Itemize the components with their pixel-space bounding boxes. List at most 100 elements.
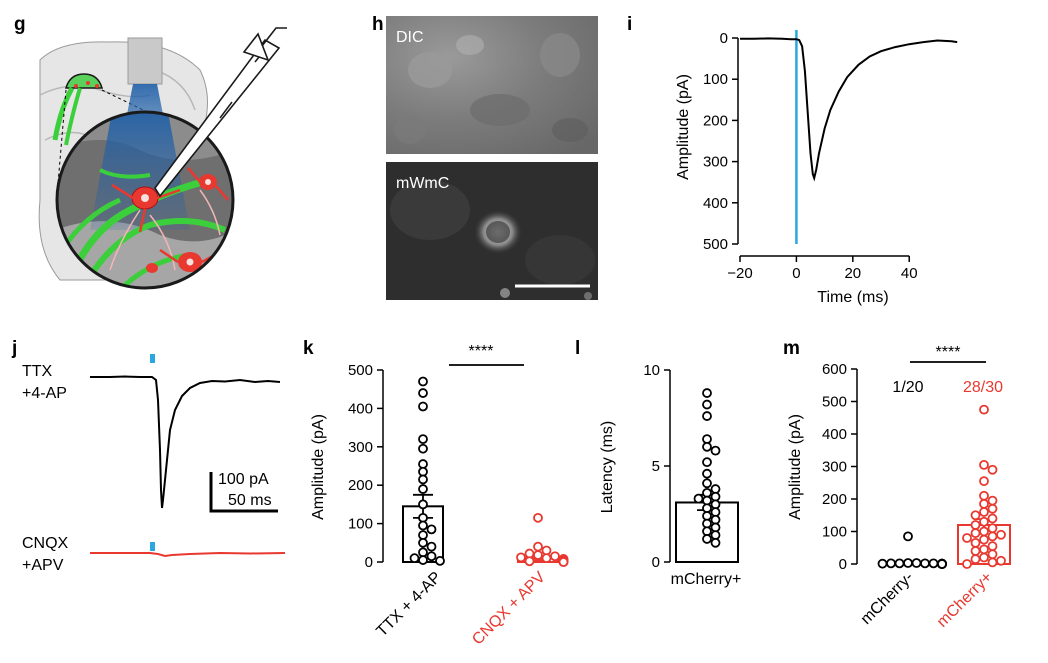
chart-m-point-1 — [962, 559, 972, 569]
chart-m-ytick-label: 0 — [839, 556, 847, 573]
chart-l-category-0: mCherry+ — [671, 571, 742, 588]
chart-k-point-0 — [418, 401, 428, 412]
chart-k-point-1 — [558, 557, 569, 567]
chart-l-ylabel: Latency (ms) — [599, 421, 616, 513]
scale-bar-y-label: 100 pA — [218, 471, 269, 488]
chart-k-ytick-label: 500 — [348, 362, 373, 379]
chart-l-point-0 — [702, 441, 712, 452]
dic-label: DIC — [396, 29, 424, 46]
chart-l-ytick-label: 0 — [652, 554, 660, 571]
chart-k-ytick-label: 200 — [348, 477, 373, 494]
chart-m-point-1 — [987, 464, 998, 475]
chart-m-point-1 — [970, 537, 981, 548]
chart-k-point-0 — [426, 524, 437, 535]
chart-m-point-0 — [903, 558, 913, 568]
chart-m-point-1 — [987, 503, 998, 514]
chart-m-point-1 — [970, 510, 981, 521]
chart-m-point-1 — [987, 549, 998, 560]
trace2-label-line2: +APV — [22, 557, 64, 574]
chart-l-point-0 — [702, 388, 712, 398]
chart-k-point-0 — [418, 434, 428, 445]
chart-i-xtick-label: 20 — [844, 265, 861, 282]
chart-k-point-1 — [541, 553, 552, 564]
chart-k-point-0 — [435, 555, 445, 566]
chart-l-latency: 0 5 10 — [643, 362, 739, 571]
chart-k-point-0 — [418, 474, 428, 485]
trace2-label-line1: CNQX — [22, 535, 69, 552]
chart-m-point-1 — [979, 544, 989, 555]
chart-k-ylabel: Amplitude (pA) — [310, 414, 327, 520]
chart-m-ytick-label: 400 — [822, 426, 847, 443]
chart-l-ytick-label: 5 — [652, 458, 660, 475]
panel-label-i: i — [627, 14, 632, 35]
chart-m-point-0 — [877, 558, 888, 569]
chart-m-amplitude: 0 100 200 300 400 500 600 — [822, 361, 1011, 573]
chart-k-point-0 — [418, 520, 428, 531]
chart-l-point-0 — [702, 411, 712, 421]
chart-k-point-1 — [533, 541, 543, 552]
chart-i-ytick-label: 300 — [703, 154, 728, 171]
chart-m-ylabel: Amplitude (pA) — [787, 414, 804, 520]
chart-m-point-1 — [970, 554, 981, 565]
chart-k-point-0 — [418, 555, 428, 565]
chart-k-ytick-label: 100 — [348, 516, 373, 533]
chart-k-point-0 — [418, 499, 428, 510]
dic-image: DIC — [386, 16, 598, 154]
panel-label-l: l — [575, 338, 580, 359]
chart-m-point-1 — [970, 528, 981, 539]
chart-i-ytick-label: 400 — [703, 195, 728, 212]
chart-m-point-1 — [979, 404, 989, 415]
mwmc-label: mWmC — [396, 175, 449, 192]
chart-i-ytick-label: 100 — [703, 71, 728, 88]
chart-m-point-1 — [979, 476, 989, 487]
trace-cnqx-apv — [90, 551, 286, 558]
chart-l-point-0 — [710, 537, 721, 548]
chart-m-ytick-label: 300 — [822, 459, 847, 476]
chart-m-point-1 — [979, 552, 989, 563]
chart-i-series-line — [740, 37, 958, 182]
chart-l-point-0 — [702, 457, 712, 468]
chart-m-point-1 — [987, 531, 998, 542]
chart-m-category-0: mCherry- — [858, 569, 917, 628]
chart-m-point-1 — [970, 520, 981, 530]
chart-m-point-1 — [979, 534, 989, 545]
trace-ttx-4ap — [90, 375, 281, 509]
chart-k-point-1 — [516, 552, 526, 563]
chart-m-point-1 — [979, 459, 989, 470]
chart-m-ytick-label: 200 — [822, 491, 847, 508]
chart-i-xtick-label: 40 — [901, 265, 918, 282]
chart-m-point-1 — [987, 523, 998, 534]
chart-m-significance: **** — [936, 344, 961, 361]
chart-k-point-0 — [418, 376, 428, 387]
chart-l-point-0 — [693, 493, 704, 504]
chart-k-point-1 — [524, 556, 535, 567]
chart-m-point-1 — [979, 498, 989, 509]
chart-l-point-0 — [702, 478, 712, 489]
chart-k-point-0 — [426, 551, 437, 562]
chart-m-point-0 — [911, 558, 922, 568]
chart-m-point-0 — [894, 558, 905, 569]
chart-m-point-0 — [920, 558, 930, 569]
chart-l-point-0 — [702, 399, 712, 410]
chart-m-point-1 — [979, 526, 989, 537]
chart-m-ytick-label: 100 — [822, 524, 847, 541]
chart-m-point-1 — [979, 490, 989, 501]
chart-i-xlabel: Time (ms) — [817, 289, 888, 306]
trace1-label-line1: TTX — [22, 363, 53, 380]
chart-k-category-0: TTX + 4-AP — [373, 569, 444, 640]
scale-bar-x-label: 50 ms — [228, 492, 272, 509]
panel-label-j: j — [11, 338, 17, 359]
chart-k-point-1 — [533, 512, 543, 523]
chart-k-point-1 — [533, 550, 543, 560]
chart-m-ytick-label: 500 — [822, 394, 847, 411]
chart-l-point-0 — [710, 445, 721, 456]
panel-label-g: g — [14, 14, 26, 35]
trace1-label-line2: +4-AP — [22, 385, 67, 402]
chart-m-point-1 — [979, 507, 989, 517]
chart-i-ytick-label: 0 — [720, 30, 728, 47]
chart-k-ytick-label: 0 — [365, 554, 373, 571]
chart-k-point-0 — [426, 541, 437, 552]
panel-label-k: k — [303, 338, 314, 359]
panel-label-h: h — [372, 14, 384, 35]
chart-k-amplitude: 0 100 200 300 400 500 — [348, 362, 569, 571]
